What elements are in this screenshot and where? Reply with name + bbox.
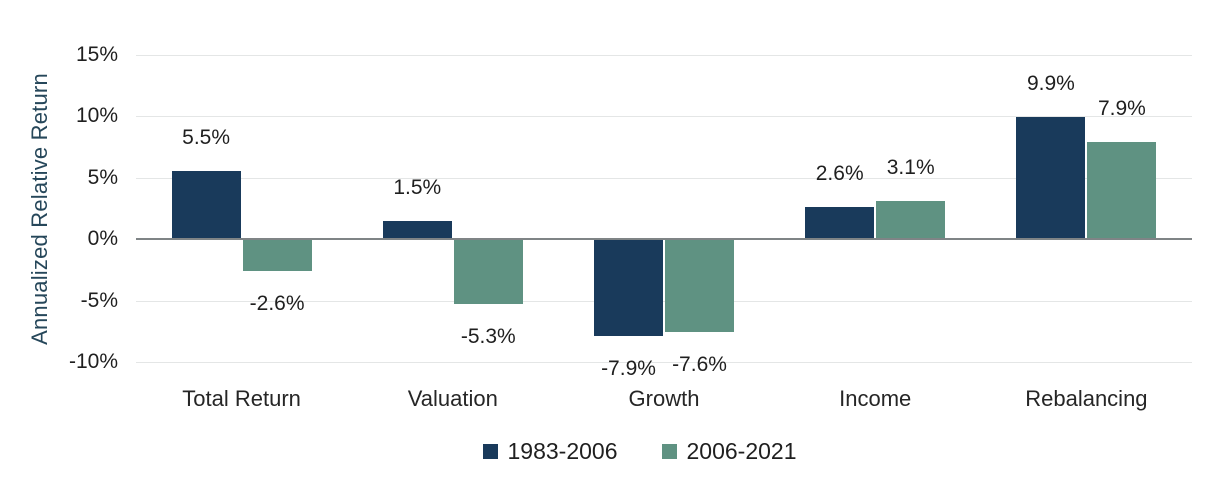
value-label-1983-2006-income: 2.6%	[815, 162, 864, 186]
bar-2006-2021-total-return	[242, 239, 312, 271]
y-tick-10%: 10%	[75, 104, 118, 127]
legend-label-1983-2006: 1983-2006	[507, 438, 618, 464]
value-label-1983-2006-total-return: 5.5%	[182, 126, 231, 150]
gridline-5%	[136, 300, 1192, 302]
category-label-income: Income	[839, 386, 912, 411]
bar-1983-2006-rebalancing	[1016, 117, 1086, 239]
legend: 1983-2006 2006-2021	[30, 438, 1219, 464]
gridline-10%	[136, 116, 1192, 117]
bar-1983-2006-valuation	[382, 220, 452, 239]
zero-axis-line	[136, 238, 1192, 240]
legend-item-2006-2021: 2006-2021	[661, 438, 797, 464]
value-label-2006-2021-valuation: -5.3%	[460, 325, 516, 349]
legend-label-2006-2021: 2006-2021	[686, 438, 797, 464]
y-tick-15%: 15%	[75, 42, 118, 66]
bar-2006-2021-valuation	[453, 239, 523, 305]
bar-2006-2021-rebalancing	[1087, 141, 1157, 239]
gridline-5%	[136, 177, 1192, 179]
bar-1983-2006-total-return	[171, 171, 241, 239]
bar-1983-2006-income	[805, 207, 875, 239]
y-tick-0%: 0%	[87, 227, 118, 250]
legend-item-1983-2006: 1983-2006	[482, 438, 618, 464]
category-label-valuation: Valuation	[407, 386, 498, 411]
value-label-1983-2006-rebalancing: 9.9%	[1026, 72, 1075, 96]
value-label-2006-2021-income: 3.1%	[886, 155, 935, 179]
value-label-2006-2021-rebalancing: 7.9%	[1097, 96, 1146, 120]
y-tick-5%: -5%	[80, 288, 118, 312]
category-label-rebalancing: Rebalancing	[1025, 386, 1148, 411]
gridline-15%	[136, 54, 1192, 56]
gridline-10%	[136, 362, 1192, 363]
bar-2006-2021-growth	[665, 239, 734, 333]
value-label-1983-2006-growth: -7.9%	[601, 357, 656, 381]
bar-2006-2021-income	[876, 200, 946, 239]
bar-1983-2006-growth	[594, 239, 663, 337]
y-tick-5%: 5%	[87, 165, 118, 189]
category-label-growth: Growth	[628, 386, 700, 411]
legend-swatch-2006-2021	[661, 443, 677, 459]
value-label-2006-2021-total-return: -2.6%	[249, 291, 305, 315]
y-tick-10%: -10%	[68, 350, 118, 373]
legend-swatch-1983-2006	[482, 443, 498, 459]
value-label-1983-2006-valuation: 1.5%	[393, 175, 442, 199]
category-label-total-return: Total Return	[182, 386, 301, 411]
value-label-2006-2021-growth: -7.6%	[672, 353, 727, 377]
